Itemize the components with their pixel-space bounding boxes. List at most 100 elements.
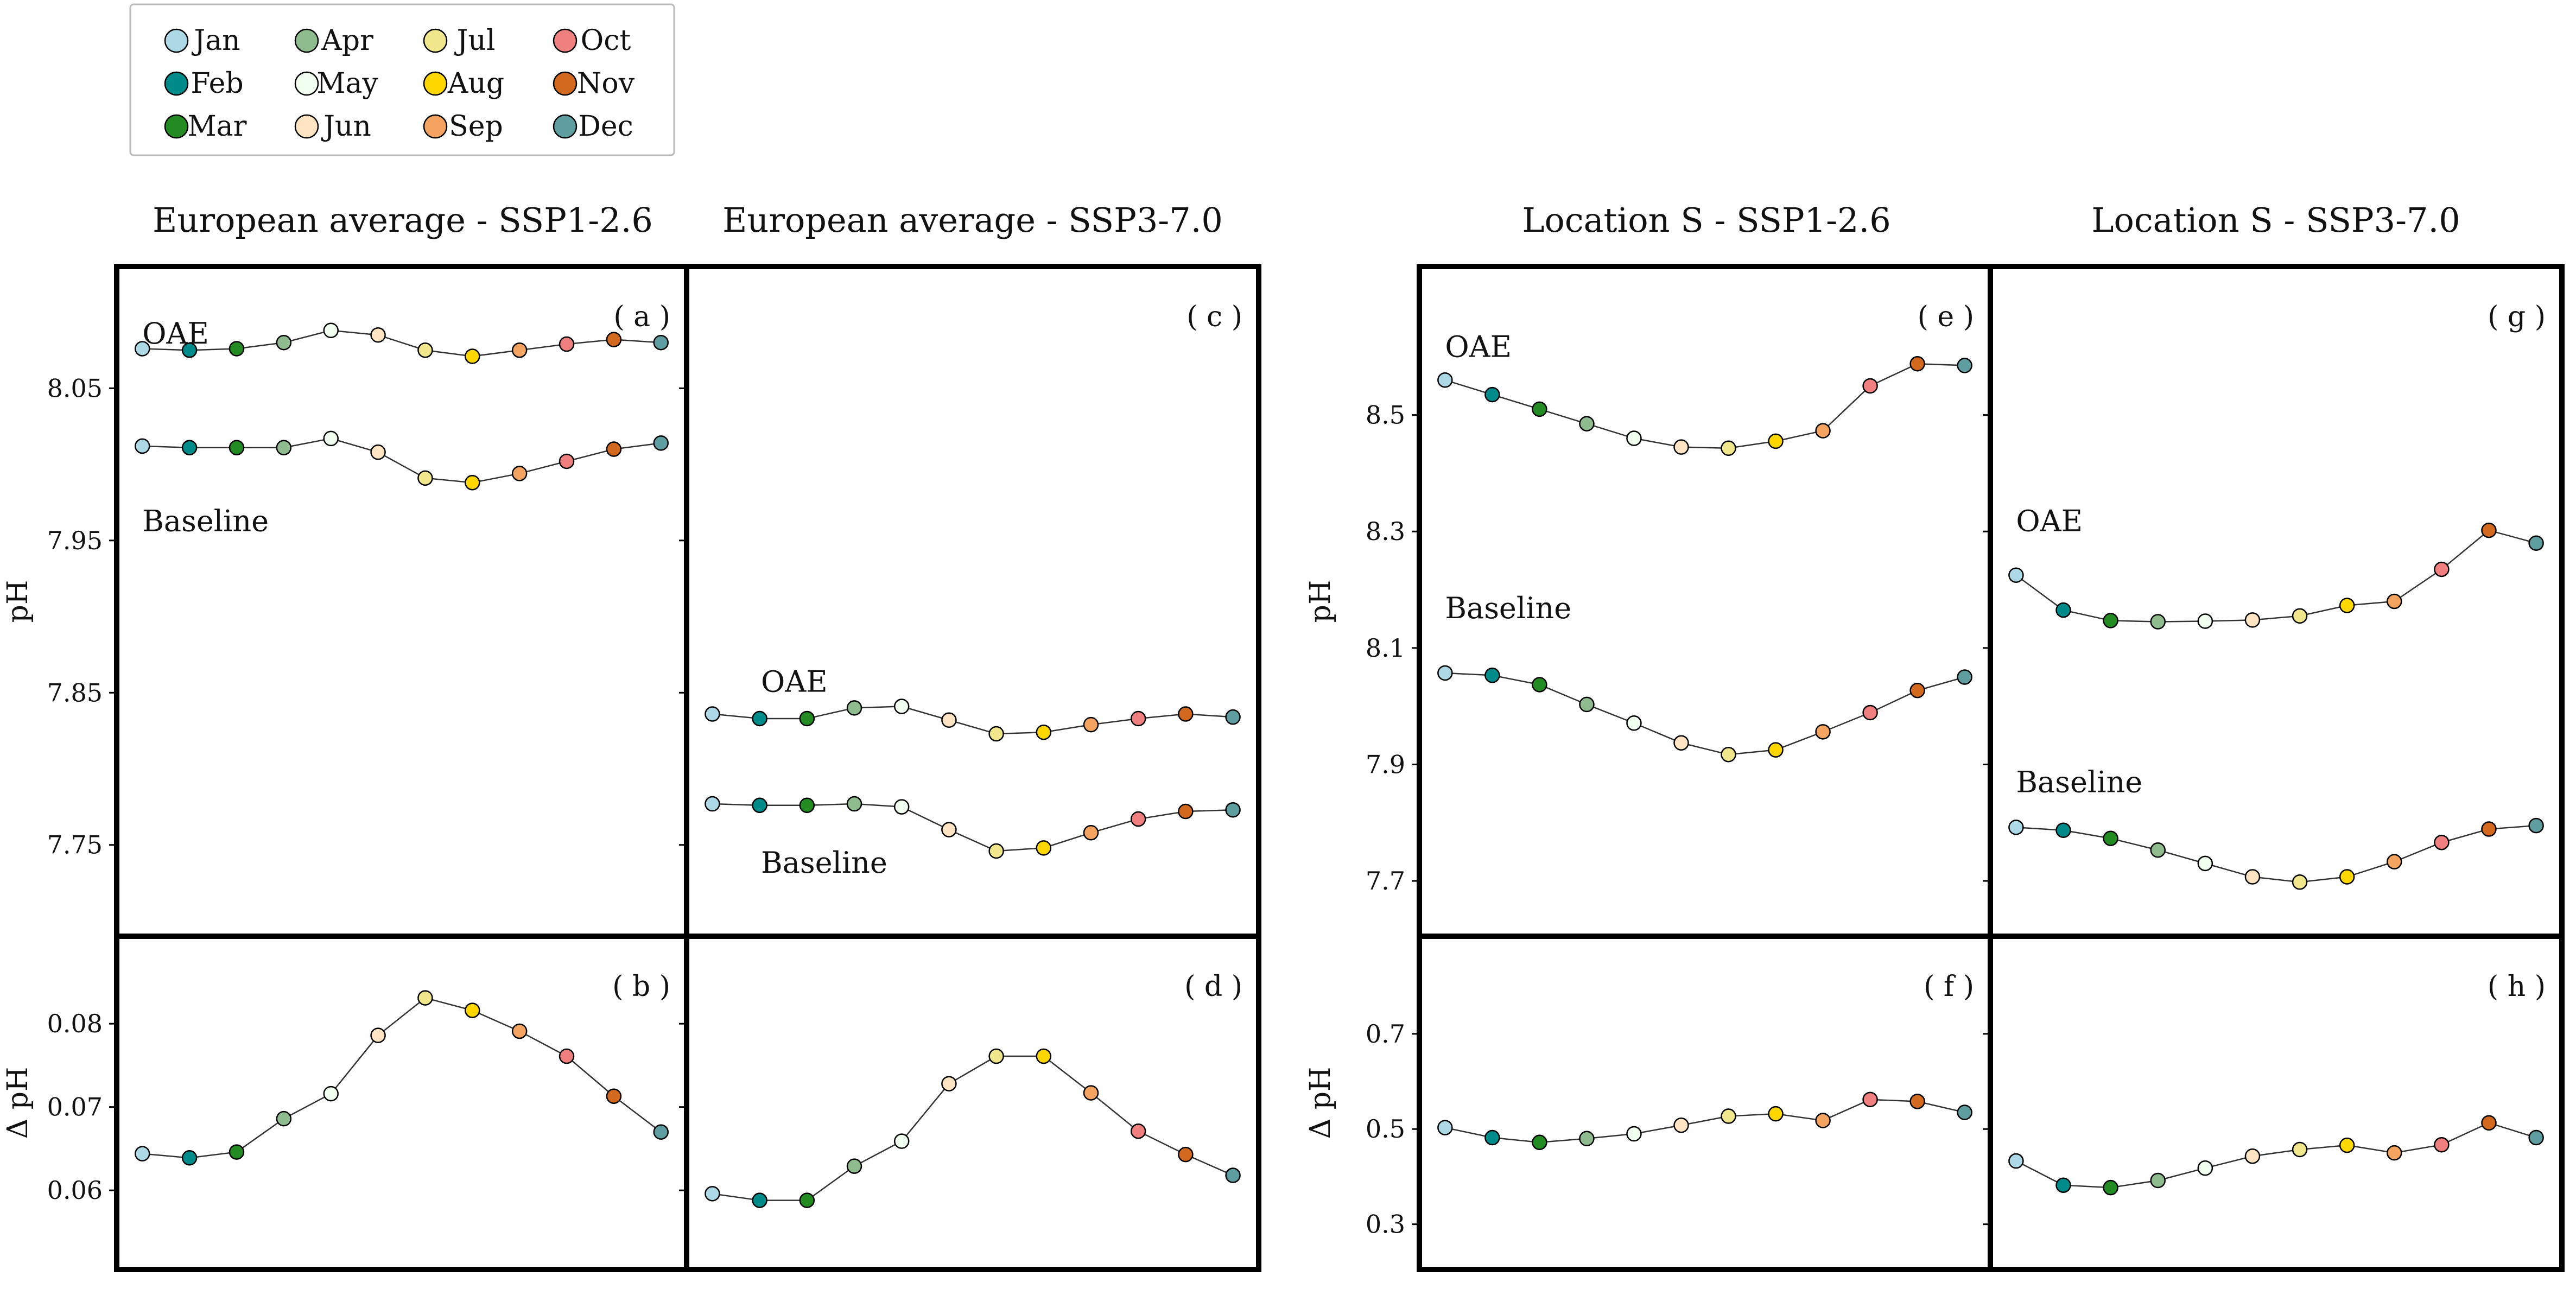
panel-label: ( h ) <box>2488 970 2546 1003</box>
data-point-nov <box>606 332 622 347</box>
data-point-sep <box>2387 593 2402 610</box>
data-point-jan <box>2008 567 2024 583</box>
data-point-dec <box>1957 358 1972 373</box>
data-point-may <box>2197 1160 2213 1176</box>
column-title-2: European average - SSP3-7.0 <box>722 200 1223 240</box>
data-point-nov <box>1178 706 1194 722</box>
legend-label: Jul <box>454 24 496 57</box>
data-point-jun <box>2244 1148 2261 1164</box>
series-baseline <box>2008 817 2544 890</box>
legend-label: Jan <box>191 24 240 57</box>
data-point-sep <box>511 466 528 481</box>
series-annotation: Baseline <box>142 504 269 538</box>
data-point-aug <box>465 348 480 364</box>
series-line <box>1445 672 1965 756</box>
data-point-dec <box>1225 709 1241 725</box>
data-point-sep <box>1815 423 1831 439</box>
data-point-sep <box>1083 825 1099 841</box>
legend-item-feb: Feb <box>164 67 244 100</box>
series-oae <box>2008 522 2544 630</box>
y-tick-label: 7.7 <box>1366 866 1405 896</box>
data-point-jul <box>988 843 1004 859</box>
legend-item-sep: Sep <box>423 110 503 143</box>
legend-marker <box>553 114 578 139</box>
legend-marker <box>553 28 578 53</box>
data-point-apr <box>1579 416 1595 431</box>
data-point-jun <box>370 1027 386 1043</box>
panel-label: ( b ) <box>612 970 670 1003</box>
series-annotation: OAE <box>1445 330 1512 364</box>
column-title-3: Location S - SSP1-2.6 <box>1522 200 1890 240</box>
series-line <box>2015 529 2536 623</box>
data-point-jul <box>2292 608 2308 624</box>
legend-marker <box>164 114 189 139</box>
data-point-jan <box>705 706 720 722</box>
data-point-dec <box>1957 669 1972 685</box>
legend-label: Mar <box>187 110 246 143</box>
data-point-may <box>2197 613 2213 629</box>
data-point-aug <box>1768 433 1784 449</box>
panel-label: ( c ) <box>1187 301 1242 333</box>
y-tick-label: 7.95 <box>47 526 103 555</box>
series-line <box>1444 363 1965 449</box>
legend-label: Aug <box>447 67 504 100</box>
data-point-dec <box>653 334 669 351</box>
data-point-oct <box>1862 378 1878 394</box>
legend-label: Oct <box>581 24 631 57</box>
data-point-oct <box>2434 1137 2450 1153</box>
legend-marker <box>164 71 189 96</box>
data-point-jun <box>1673 735 1689 751</box>
data-point-may <box>2197 855 2213 872</box>
data-point-aug <box>1036 840 1052 856</box>
data-point-jun <box>370 327 386 343</box>
series-line <box>712 1055 1234 1201</box>
panel-h: ( h ) <box>1983 934 2565 1272</box>
legend-marker <box>164 28 189 53</box>
legend-label: Apr <box>321 24 373 57</box>
data-point-may <box>893 1133 910 1149</box>
data-point-mar <box>799 1192 815 1208</box>
data-point-apr <box>276 440 292 455</box>
data-point-apr <box>276 1110 292 1127</box>
data-point-dec <box>2528 817 2544 834</box>
data-point-jun <box>2244 869 2261 885</box>
panel-label: ( e ) <box>1918 301 1974 333</box>
data-point-dec <box>2528 1129 2544 1146</box>
data-point-sep <box>1815 724 1831 740</box>
series-delta <box>135 990 669 1166</box>
legend-label: Nov <box>577 67 635 100</box>
data-point-oct <box>1862 1091 1878 1108</box>
y-tick-label: 8.5 <box>1366 401 1405 430</box>
data-point-jul <box>417 990 433 1006</box>
data-point-apr <box>276 334 292 351</box>
y-tick-label: 8.3 <box>1366 517 1405 546</box>
panel-frame <box>1988 934 2565 1272</box>
data-point-dec <box>653 435 669 451</box>
data-point-dec <box>2528 535 2544 551</box>
data-point-apr <box>846 1158 862 1174</box>
data-point-oct <box>1130 710 1146 727</box>
data-point-apr <box>2150 614 2166 630</box>
legend-label: Sep <box>449 110 503 143</box>
data-point-jan <box>135 1146 150 1161</box>
data-point-may <box>893 699 910 714</box>
y-tick-label: 0.7 <box>1366 1019 1405 1049</box>
column-title-4: Location S - SSP3-7.0 <box>2091 200 2460 240</box>
data-point-oct <box>559 336 575 352</box>
data-point-jan <box>705 796 720 812</box>
data-point-nov <box>2481 522 2497 538</box>
data-point-feb <box>752 797 767 814</box>
data-point-dec <box>1225 1167 1241 1183</box>
series-oae <box>135 322 669 364</box>
data-point-aug <box>465 474 480 491</box>
data-point-nov <box>1909 356 1925 372</box>
series-line <box>1445 1099 1965 1144</box>
series-oae <box>705 699 1241 742</box>
legend: Jan Feb Mar Apr May Jun Jul Aug Sep Oct Nov Dec <box>129 3 675 156</box>
y-axis-label: pH <box>1304 580 1337 623</box>
legend-item-apr: Apr <box>294 24 373 57</box>
data-point-jul <box>2292 874 2308 890</box>
data-point-oct <box>559 1048 575 1064</box>
data-point-apr <box>2150 1172 2166 1189</box>
legend-item-jul: Jul <box>423 24 496 57</box>
